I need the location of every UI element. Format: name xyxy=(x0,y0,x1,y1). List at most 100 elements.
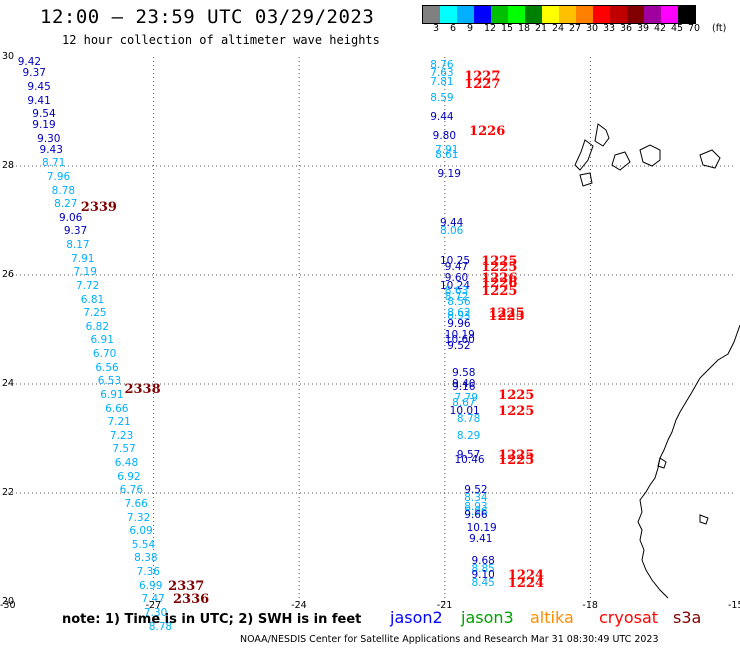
legend-swatch xyxy=(678,6,695,23)
swh-value: 7.57 xyxy=(112,443,136,456)
legend-swatch xyxy=(610,6,627,23)
page-subtitle: 12 hour collection of altimeter wave hei… xyxy=(62,33,380,47)
swh-value: 7.25 xyxy=(83,307,107,320)
legend-swatch xyxy=(593,6,610,23)
swh-value: 9.37 xyxy=(63,225,88,238)
swh-value: 9.42 xyxy=(17,56,42,69)
swh-value: 9.06 xyxy=(58,211,83,224)
swh-value: 9.41 xyxy=(27,94,51,107)
swh-value: 7.63 xyxy=(430,67,454,80)
legend-swatch xyxy=(559,6,576,23)
track-time-label: 1226 xyxy=(469,123,506,139)
swh-value: 8.59 xyxy=(430,91,454,104)
swh-value: 9.16 xyxy=(452,380,476,393)
swh-value: 9.37 xyxy=(22,67,46,80)
swh-value: 8.85 xyxy=(471,563,495,576)
track-time-label: 1226 xyxy=(481,270,518,286)
swh-value: 6.56 xyxy=(95,361,119,374)
swh-value: 7.30 xyxy=(143,606,168,619)
swh-value: 7.47 xyxy=(141,593,165,606)
swh-value: 8.06 xyxy=(439,225,464,238)
track-time-label: 1225 xyxy=(498,404,535,420)
island-tenerife xyxy=(611,151,631,171)
x-tick-label: -15 xyxy=(728,600,740,611)
satellite-label-jason2: jason2 xyxy=(390,608,443,627)
swh-value: 6.99 xyxy=(139,579,163,592)
swh-value: 6.91 xyxy=(90,334,114,347)
swh-value: 10.46 xyxy=(454,454,485,467)
swh-value: 10.01 xyxy=(449,405,480,418)
track-time-label: 1224 xyxy=(507,575,545,591)
legend-swatch xyxy=(627,6,644,23)
legend-label: 3 xyxy=(433,23,440,34)
legend-swatch xyxy=(508,6,525,23)
swh-value: 7.79 xyxy=(454,391,478,404)
swh-value: 8.93 xyxy=(464,500,488,513)
x-tick-label: -24 xyxy=(291,600,307,611)
satellite-label-cryosat: cryosat xyxy=(599,608,659,627)
track-time-label: 1227 xyxy=(464,69,501,85)
legend-swatch xyxy=(644,6,661,23)
swh-value: 8.56 xyxy=(447,296,471,309)
swh-value: 8.67 xyxy=(452,397,476,410)
legend-swatch xyxy=(423,6,440,23)
swh-value: 7.36 xyxy=(136,566,160,579)
island-gomera xyxy=(579,172,593,187)
swh-value: 10.19 xyxy=(466,522,497,535)
legend-label: 21 xyxy=(535,23,548,34)
swh-value: 9.52 xyxy=(447,339,471,352)
swh-value: 9.30 xyxy=(37,132,61,145)
swh-value: 7.96 xyxy=(46,170,71,183)
swh-value: 6.53 xyxy=(97,375,122,388)
swh-value: 7.81 xyxy=(430,75,454,88)
swh-value: 9.40 xyxy=(452,378,476,390)
swh-value: 9.10 xyxy=(471,568,495,581)
x-tick-label: -30 xyxy=(0,600,16,611)
swh-value: 6.70 xyxy=(92,348,117,361)
swh-value: 7.19 xyxy=(73,266,97,279)
track-time-label: 1225 xyxy=(498,453,535,469)
swh-value: 8.96 xyxy=(464,506,488,519)
x-tick-label: -18 xyxy=(582,600,598,611)
swh-value: 9.60 xyxy=(444,271,469,284)
track-time-label: 1225 xyxy=(488,308,525,324)
swh-value: 9.43 xyxy=(39,143,63,156)
swh-value: 8.71 xyxy=(41,157,66,170)
swh-value: 6.76 xyxy=(119,484,144,497)
satellite-label-s3a: s3a xyxy=(673,608,702,627)
track-time-label: 1227 xyxy=(464,77,501,93)
legend-swatch xyxy=(457,6,474,23)
swh-value: 8.63 xyxy=(444,285,469,298)
legend-unit: (ft) xyxy=(712,23,727,34)
track-time-label: 1224 xyxy=(507,567,545,583)
swh-value: 9.80 xyxy=(432,130,457,143)
swh-value: 9.58 xyxy=(452,367,476,380)
swh-value: 7.66 xyxy=(124,497,148,510)
swh-value: 9.68 xyxy=(471,555,495,568)
swh-value: 8.62 xyxy=(447,307,471,320)
swh-value: 7.23 xyxy=(109,429,134,442)
swh-value: 6.09 xyxy=(129,525,153,538)
track-time-label: 2339 xyxy=(80,199,117,215)
legend-swatch xyxy=(525,6,542,23)
swh-value: 8.78 xyxy=(456,413,481,426)
y-tick-label: 24 xyxy=(2,378,15,389)
cape-blanc xyxy=(657,457,667,469)
legend-label: 18 xyxy=(518,23,531,34)
track-time-label: 2337 xyxy=(168,578,205,594)
y-tick-label: 26 xyxy=(2,269,15,280)
island-hierro xyxy=(699,149,721,169)
x-tick-label: -21 xyxy=(436,600,453,611)
swh-value: 9.19 xyxy=(437,168,461,181)
y-tick-label: 30 xyxy=(2,51,15,62)
legend-label: 15 xyxy=(501,23,514,34)
swh-value: 10.19 xyxy=(444,328,475,341)
swh-value: 9.96 xyxy=(447,318,471,331)
swh-value: 8.17 xyxy=(66,239,90,252)
swh-value: 10.24 xyxy=(439,279,470,292)
track-time-label: 1225 xyxy=(481,254,518,270)
track-time-label: 1225 xyxy=(498,447,535,463)
african-coast xyxy=(637,324,740,599)
track-time-label: 1225 xyxy=(488,306,525,322)
